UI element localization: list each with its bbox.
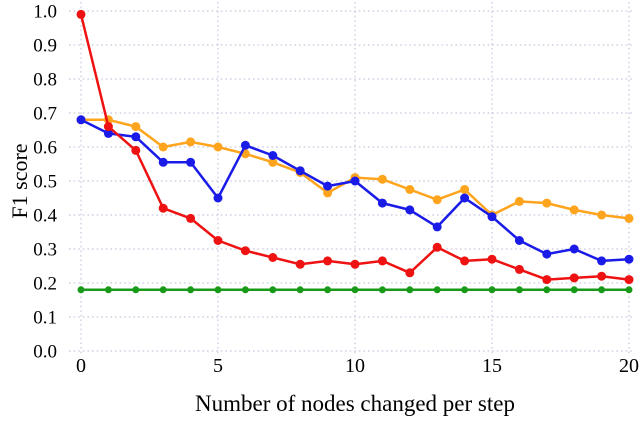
orange-series-point: [323, 188, 333, 198]
y-tick-label: 0.0: [33, 342, 57, 363]
y-tick-label: 0.5: [33, 172, 57, 193]
blue-series-point: [569, 244, 579, 254]
y-tick-label: 1.0: [33, 2, 57, 23]
orange-series-point: [460, 185, 470, 194]
y-tick-label: 0.8: [33, 70, 57, 91]
blue-series-point: [103, 128, 113, 138]
blue-series-point: [76, 115, 86, 125]
red-series-point: [514, 264, 524, 274]
green-series-point: [406, 286, 414, 294]
red-series-point: [542, 275, 552, 285]
blue-series-point: [323, 181, 333, 191]
blue-series-point: [542, 249, 552, 259]
blue-series-point: [597, 256, 607, 266]
x-tick-label: 20: [619, 355, 639, 377]
green-series-point: [159, 286, 167, 294]
green-series-point: [625, 286, 633, 294]
blue-series-point: [131, 132, 141, 142]
green-series-point: [104, 286, 112, 294]
green-series-point: [433, 286, 441, 294]
red-series-point: [323, 256, 333, 266]
orange-series-point: [213, 142, 223, 152]
orange-series-point: [514, 196, 524, 206]
red-series-point: [158, 203, 168, 213]
green-series-point: [378, 286, 386, 294]
red-series-point: [213, 236, 223, 245]
green-series-point: [324, 286, 332, 294]
green-series-point: [598, 286, 606, 294]
green-series-point: [296, 286, 304, 294]
y-tick-label: 0.1: [33, 308, 57, 329]
red-series-point: [569, 273, 579, 283]
x-tick-label: 10: [345, 355, 365, 377]
blue-series-point: [377, 198, 387, 208]
x-axis-title: Number of nodes changed per step: [195, 391, 515, 416]
red-series-point: [377, 256, 387, 266]
y-axis-title: F1 score: [7, 143, 32, 219]
blue-series-point: [213, 193, 223, 203]
green-series-point: [515, 286, 523, 294]
orange-series-point: [405, 185, 415, 194]
blue-series-point: [240, 140, 250, 150]
green-series-point: [570, 286, 578, 294]
red-series-point: [240, 246, 250, 256]
green-series-point: [241, 286, 249, 294]
green-series-point: [543, 286, 551, 294]
red-series-point: [432, 242, 442, 252]
blue-series-point: [295, 166, 305, 176]
y-tick-label: 0.9: [33, 36, 57, 57]
red-series-point: [487, 254, 497, 264]
green-series-point: [461, 286, 469, 294]
y-tick-label: 0.2: [33, 274, 57, 295]
green-series-point: [214, 286, 222, 294]
red-series-point: [460, 256, 470, 266]
red-series-point: [131, 145, 141, 155]
y-tick-label: 0.6: [33, 138, 57, 159]
green-series-point: [488, 286, 496, 294]
blue-series-point: [186, 157, 196, 167]
orange-series-point: [131, 122, 141, 132]
green-series-point: [351, 286, 359, 294]
blue-series-point: [432, 222, 442, 232]
orange-series-point: [377, 174, 387, 184]
x-tick-label: 15: [482, 355, 502, 377]
orange-series-point: [432, 195, 442, 205]
blue-series-point: [624, 254, 634, 264]
orange-series-point: [542, 198, 552, 208]
red-series-point: [103, 122, 113, 132]
orange-series-point: [597, 210, 607, 220]
orange-series-point: [569, 205, 579, 215]
orange-series-point: [158, 142, 168, 152]
orange-series-point: [268, 157, 278, 167]
red-series-point: [186, 213, 196, 223]
blue-series-point: [158, 157, 168, 167]
green-series-point: [132, 286, 140, 294]
orange-series-point: [186, 137, 196, 147]
red-series-point: [350, 259, 360, 269]
green-series-point: [187, 286, 195, 294]
orange-series-point: [624, 213, 634, 223]
blue-series-point: [350, 176, 360, 186]
blue-series-point: [460, 193, 470, 203]
y-tick-label: 0.3: [33, 240, 57, 261]
x-tick-label: 5: [213, 355, 223, 377]
y-tick-label: 0.7: [33, 104, 57, 125]
red-series-point: [624, 275, 634, 285]
blue-series-point: [514, 236, 524, 245]
red-series-point: [597, 271, 607, 281]
blue-series-point: [487, 212, 497, 222]
blue-series-point: [268, 151, 278, 160]
red-series-point: [295, 259, 305, 269]
y-tick-label: 0.4: [33, 206, 57, 227]
red-series-point: [268, 253, 278, 262]
x-tick-label: 0: [76, 355, 86, 377]
red-series-point: [405, 268, 415, 278]
green-series-point: [77, 286, 85, 294]
blue-series-point: [405, 205, 415, 215]
green-series-point: [269, 286, 277, 294]
red-series-point: [76, 9, 86, 19]
